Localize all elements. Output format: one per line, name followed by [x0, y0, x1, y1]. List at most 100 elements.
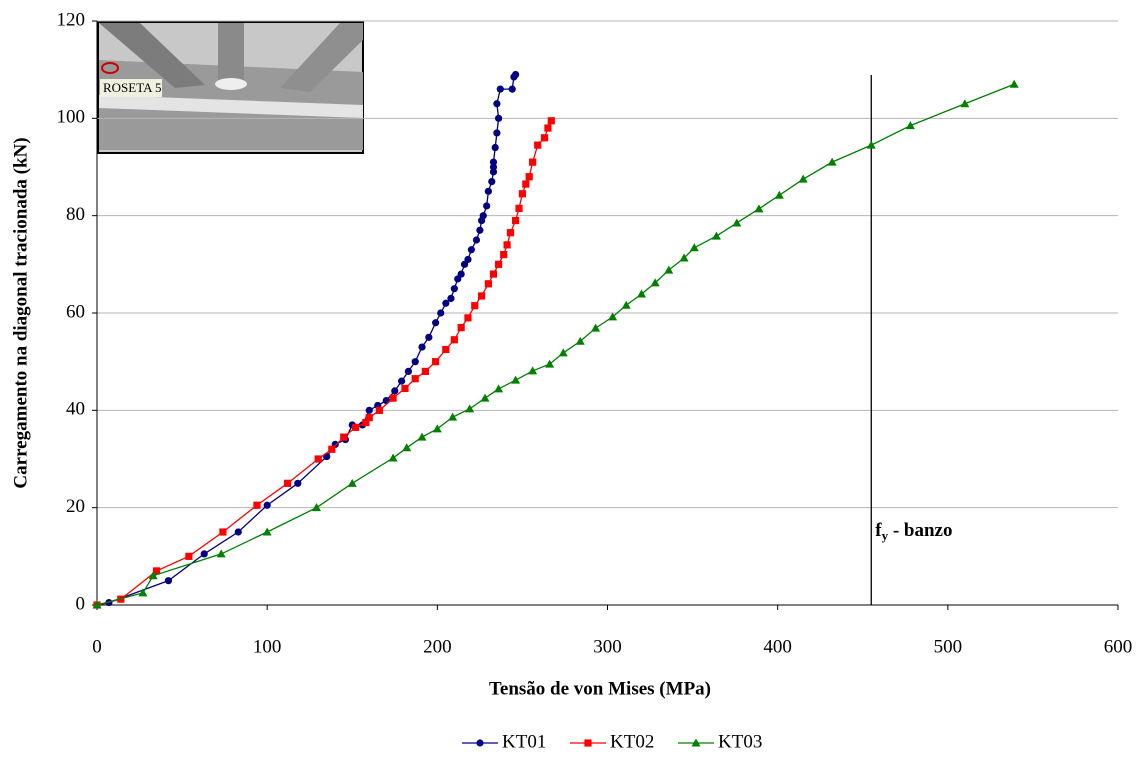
marker	[477, 292, 486, 300]
marker	[506, 229, 515, 237]
marker	[534, 141, 542, 149]
marker	[352, 423, 360, 431]
marker	[283, 479, 292, 487]
legend-marker	[584, 739, 592, 747]
marker	[417, 432, 427, 441]
x-axis-title: Tensão de von Mises (MPa)	[489, 678, 711, 699]
marker	[512, 70, 520, 79]
y-tick-label: 120	[57, 9, 86, 30]
marker	[483, 202, 491, 210]
marker	[365, 406, 373, 414]
marker	[493, 100, 501, 108]
legend-label: KT01	[502, 731, 546, 752]
marker	[464, 314, 472, 322]
marker	[621, 300, 631, 309]
marker	[494, 114, 503, 122]
marker	[465, 404, 475, 413]
y-tick-label: 80	[66, 204, 85, 225]
marker	[262, 527, 272, 536]
marker	[866, 140, 876, 149]
marker	[637, 289, 647, 298]
marker	[591, 323, 601, 332]
marker	[389, 394, 397, 402]
marker	[480, 393, 490, 402]
marker	[540, 134, 549, 142]
marker	[1009, 79, 1019, 88]
marker	[152, 567, 161, 575]
marker	[496, 85, 504, 93]
marker	[528, 366, 538, 375]
marker	[138, 588, 148, 597]
marker	[522, 180, 530, 188]
marker	[798, 174, 808, 183]
y-tick-label: 0	[76, 593, 86, 614]
marker	[467, 246, 475, 254]
marker	[442, 345, 450, 354]
marker	[774, 190, 784, 199]
y-tick-label: 60	[66, 301, 85, 322]
marker	[544, 124, 552, 132]
marker	[515, 204, 523, 212]
marker	[375, 406, 384, 414]
marker	[328, 445, 336, 453]
marker	[711, 231, 721, 240]
marker	[92, 600, 102, 609]
marker	[476, 226, 484, 234]
x-tick-label: 0	[92, 636, 102, 657]
marker	[362, 418, 370, 427]
reference-label: fy - banzo	[875, 520, 952, 543]
marker	[397, 377, 406, 385]
marker	[402, 443, 412, 452]
x-tick-label: 500	[934, 636, 963, 657]
marker	[608, 312, 618, 321]
marker	[447, 294, 455, 302]
marker	[479, 212, 487, 220]
y-tick-label: 20	[66, 496, 85, 517]
x-tick-label: 200	[423, 636, 452, 657]
marker	[421, 367, 430, 375]
marker	[312, 503, 322, 512]
marker	[388, 453, 398, 462]
marker	[464, 255, 472, 264]
marker	[732, 218, 742, 227]
marker	[411, 375, 419, 383]
marker	[488, 178, 496, 186]
marker	[679, 253, 689, 262]
marker	[508, 85, 516, 93]
marker	[472, 236, 481, 244]
marker	[529, 158, 537, 166]
marker	[418, 343, 426, 351]
marker	[219, 528, 227, 536]
marker	[494, 260, 503, 268]
marker	[650, 278, 660, 287]
marker	[511, 375, 521, 384]
marker	[404, 367, 413, 375]
marker	[442, 299, 450, 307]
legend-marker	[691, 738, 701, 747]
reference-label-sub: y	[882, 528, 889, 543]
x-tick-label: 300	[593, 636, 622, 657]
marker	[489, 270, 498, 278]
marker	[503, 241, 511, 249]
inset-label: ROSETA 5	[103, 80, 162, 95]
marker	[491, 143, 499, 152]
marker	[432, 424, 442, 433]
marker	[575, 336, 585, 345]
marker	[216, 549, 226, 558]
marker	[382, 397, 390, 405]
x-tick-label: 100	[253, 636, 282, 657]
marker	[432, 319, 440, 327]
marker	[689, 243, 699, 252]
marker	[545, 359, 555, 368]
marker	[500, 251, 508, 259]
marker	[664, 265, 674, 274]
marker	[185, 552, 193, 560]
marker	[484, 187, 492, 195]
legend-label: KT02	[610, 731, 654, 752]
marker	[401, 384, 409, 393]
marker	[494, 384, 504, 393]
marker	[547, 117, 555, 125]
x-tick-label: 600	[1104, 636, 1133, 657]
marker	[450, 336, 458, 344]
y-axis-title: Carregamento na diagonal tracionada (kN)	[10, 137, 31, 488]
